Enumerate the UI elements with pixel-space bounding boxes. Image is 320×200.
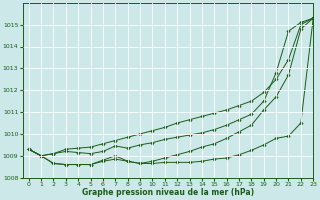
X-axis label: Graphe pression niveau de la mer (hPa): Graphe pression niveau de la mer (hPa) [82, 188, 254, 197]
